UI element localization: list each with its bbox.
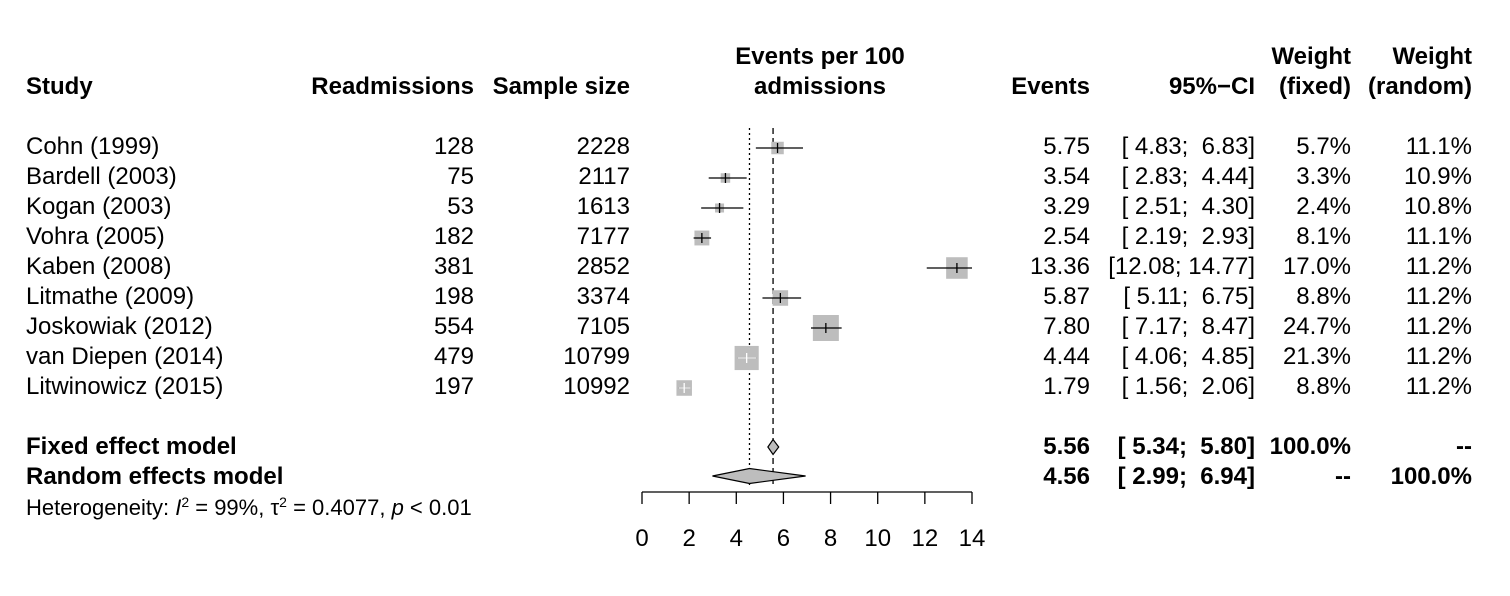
header-ci: 95%−CI <box>1168 73 1255 100</box>
events-cell: 4.44 <box>1043 343 1090 370</box>
study-name: Joskowiak (2012) <box>26 313 213 340</box>
weight-random-cell: 10.8% <box>1403 193 1472 220</box>
weight-random-cell: 10.9% <box>1403 163 1472 190</box>
events-cell: 13.36 <box>1029 253 1090 280</box>
ci-cell: [ 2.83; 4.44] <box>1121 163 1255 190</box>
readmissions-cell: 554 <box>433 313 474 340</box>
sample-size-cell: 10799 <box>563 343 630 370</box>
study-name: Vohra (2005) <box>26 223 165 250</box>
study-name: Litmathe (2009) <box>26 283 195 310</box>
events-cell: 3.29 <box>1043 193 1090 220</box>
sample-size-cell: 2117 <box>578 163 630 190</box>
readmissions-cell: 381 <box>433 253 474 280</box>
ci-cell: [ 1.56; 2.06] <box>1121 373 1255 400</box>
weight-fixed-cell: 2.4% <box>1296 193 1351 220</box>
header-weight-random-line1: Weight <box>1392 43 1472 70</box>
weight-random-cell: 11.2% <box>1405 373 1472 400</box>
sample-size-cell: 7177 <box>576 223 630 250</box>
sample-size-cell: 2852 <box>576 253 630 280</box>
events-cell: 5.87 <box>1043 283 1090 310</box>
x-axis-tick-label: 4 <box>730 525 743 552</box>
ci-cell: [ 7.17; 8.47] <box>1121 313 1255 340</box>
x-axis-tick-label: 12 <box>912 525 939 552</box>
summary-weight-random-cell: -- <box>1456 433 1472 460</box>
readmissions-cell: 182 <box>433 223 474 250</box>
sample-size-cell: 7105 <box>576 313 630 340</box>
weight-random-cell: 11.1% <box>1405 133 1472 160</box>
x-axis-tick-label: 0 <box>635 525 648 552</box>
weight-fixed-cell: 21.3% <box>1282 343 1351 370</box>
readmissions-cell: 75 <box>447 163 474 190</box>
events-cell: 7.80 <box>1043 313 1090 340</box>
summary-weight-fixed-cell: -- <box>1335 463 1351 490</box>
header-weight-fixed-line1: Weight <box>1271 43 1351 70</box>
events-cell: 2.54 <box>1043 223 1090 250</box>
readmissions-cell: 198 <box>433 283 474 310</box>
study-name: van Diepen (2014) <box>26 343 224 370</box>
summary-study-name: Random effects model <box>26 463 284 490</box>
events-cell: 1.79 <box>1043 373 1090 400</box>
heterogeneity-text: Heterogeneity: I2 = 99%, τ2 = 0.4077, p … <box>26 494 472 520</box>
header-sample-size: Sample size <box>492 73 630 100</box>
header-plot-line2: admissions <box>753 73 887 100</box>
fixed-effect-diamond <box>767 438 780 456</box>
weight-random-cell: 11.2% <box>1405 343 1472 370</box>
ci-cell: [ 4.83; 6.83] <box>1121 133 1255 160</box>
study-name: Kaben (2008) <box>26 253 172 280</box>
ci-cell: [ 4.06; 4.85] <box>1121 343 1255 370</box>
ci-cell: [ 2.51; 4.30] <box>1121 193 1255 220</box>
x-axis-tick-label: 2 <box>682 525 695 552</box>
study-name: Kogan (2003) <box>26 193 172 220</box>
header-weight-fixed-line2: (fixed) <box>1279 73 1351 100</box>
readmissions-cell: 479 <box>433 343 474 370</box>
study-name: Litwinowicz (2015) <box>26 373 224 400</box>
events-cell: 3.54 <box>1043 163 1090 190</box>
ci-cell: [12.08; 14.77] <box>1108 253 1255 280</box>
summary-study-name: Fixed effect model <box>26 433 237 460</box>
weight-fixed-cell: 24.7% <box>1282 313 1351 340</box>
random-effects-diamond <box>712 467 806 485</box>
ci-cell: [ 5.11; 6.75] <box>1123 283 1255 310</box>
weight-fixed-cell: 5.7% <box>1296 133 1351 160</box>
x-axis-tick-label: 8 <box>824 525 837 552</box>
readmissions-cell: 128 <box>433 133 474 160</box>
weight-fixed-cell: 8.8% <box>1296 373 1351 400</box>
summary-ci-cell: [ 2.99; 6.94] <box>1117 463 1255 490</box>
summary-events-cell: 4.56 <box>1043 463 1090 490</box>
study-name: Bardell (2003) <box>26 163 177 190</box>
header-weight-random-line2: (random) <box>1368 73 1472 100</box>
weight-fixed-cell: 3.3% <box>1296 163 1351 190</box>
x-axis-tick-label: 10 <box>864 525 891 552</box>
events-cell: 5.75 <box>1043 133 1090 160</box>
summary-events-cell: 5.56 <box>1043 433 1090 460</box>
weight-random-cell: 11.1% <box>1405 223 1472 250</box>
header-readmissions: Readmissions <box>311 73 474 100</box>
weight-fixed-cell: 8.1% <box>1296 223 1351 250</box>
summary-weight-random-cell: 100.0% <box>1390 463 1472 490</box>
weight-random-cell: 11.2% <box>1405 313 1472 340</box>
summary-weight-fixed-cell: 100.0% <box>1269 433 1351 460</box>
readmissions-cell: 53 <box>447 193 474 220</box>
weight-random-cell: 11.2% <box>1405 253 1472 280</box>
sample-size-cell: 1613 <box>576 193 630 220</box>
weight-fixed-cell: 8.8% <box>1296 283 1351 310</box>
sample-size-cell: 3374 <box>576 283 630 310</box>
header-events: Events <box>1011 73 1090 100</box>
ci-cell: [ 2.19; 2.93] <box>1121 223 1255 250</box>
header-plot-line1: Events per 100 <box>735 43 905 70</box>
study-name: Cohn (1999) <box>26 133 160 160</box>
header-study: Study <box>26 73 93 100</box>
summary-ci-cell: [ 5.34; 5.80] <box>1117 433 1255 460</box>
sample-size-cell: 10992 <box>563 373 630 400</box>
readmissions-cell: 197 <box>433 373 474 400</box>
weight-fixed-cell: 17.0% <box>1282 253 1351 280</box>
weight-random-cell: 11.2% <box>1405 283 1472 310</box>
x-axis-tick-label: 14 <box>959 525 986 552</box>
x-axis-tick-label: 6 <box>777 525 790 552</box>
sample-size-cell: 2228 <box>576 133 630 160</box>
